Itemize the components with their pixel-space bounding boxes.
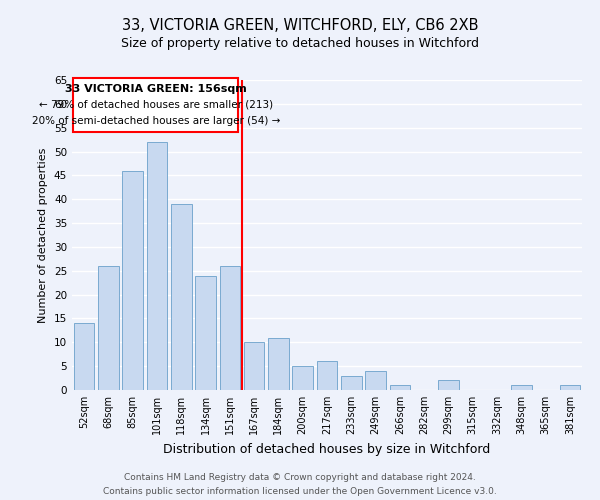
Bar <box>438 380 459 390</box>
Y-axis label: Number of detached properties: Number of detached properties <box>38 148 49 322</box>
Text: Contains HM Land Registry data © Crown copyright and database right 2024.: Contains HM Land Registry data © Crown c… <box>124 473 476 482</box>
Text: Size of property relative to detached houses in Witchford: Size of property relative to detached ho… <box>121 38 479 51</box>
Bar <box>220 266 240 390</box>
Text: 20% of semi-detached houses are larger (54) →: 20% of semi-detached houses are larger (… <box>32 116 280 126</box>
Text: Contains public sector information licensed under the Open Government Licence v3: Contains public sector information licen… <box>103 486 497 496</box>
Text: 33, VICTORIA GREEN, WITCHFORD, ELY, CB6 2XB: 33, VICTORIA GREEN, WITCHFORD, ELY, CB6 … <box>122 18 478 32</box>
Bar <box>122 170 143 390</box>
Text: 33 VICTORIA GREEN: 156sqm: 33 VICTORIA GREEN: 156sqm <box>65 84 247 94</box>
Bar <box>244 342 265 390</box>
Bar <box>389 385 410 390</box>
Bar <box>73 78 238 132</box>
Bar <box>195 276 216 390</box>
X-axis label: Distribution of detached houses by size in Witchford: Distribution of detached houses by size … <box>163 442 491 456</box>
Bar <box>511 385 532 390</box>
Text: ← 79% of detached houses are smaller (213): ← 79% of detached houses are smaller (21… <box>39 100 273 110</box>
Bar <box>560 385 580 390</box>
Bar <box>292 366 313 390</box>
Bar <box>146 142 167 390</box>
Bar <box>74 323 94 390</box>
Bar <box>341 376 362 390</box>
Bar <box>365 371 386 390</box>
Bar <box>268 338 289 390</box>
Bar <box>317 362 337 390</box>
Bar <box>98 266 119 390</box>
Bar <box>171 204 191 390</box>
